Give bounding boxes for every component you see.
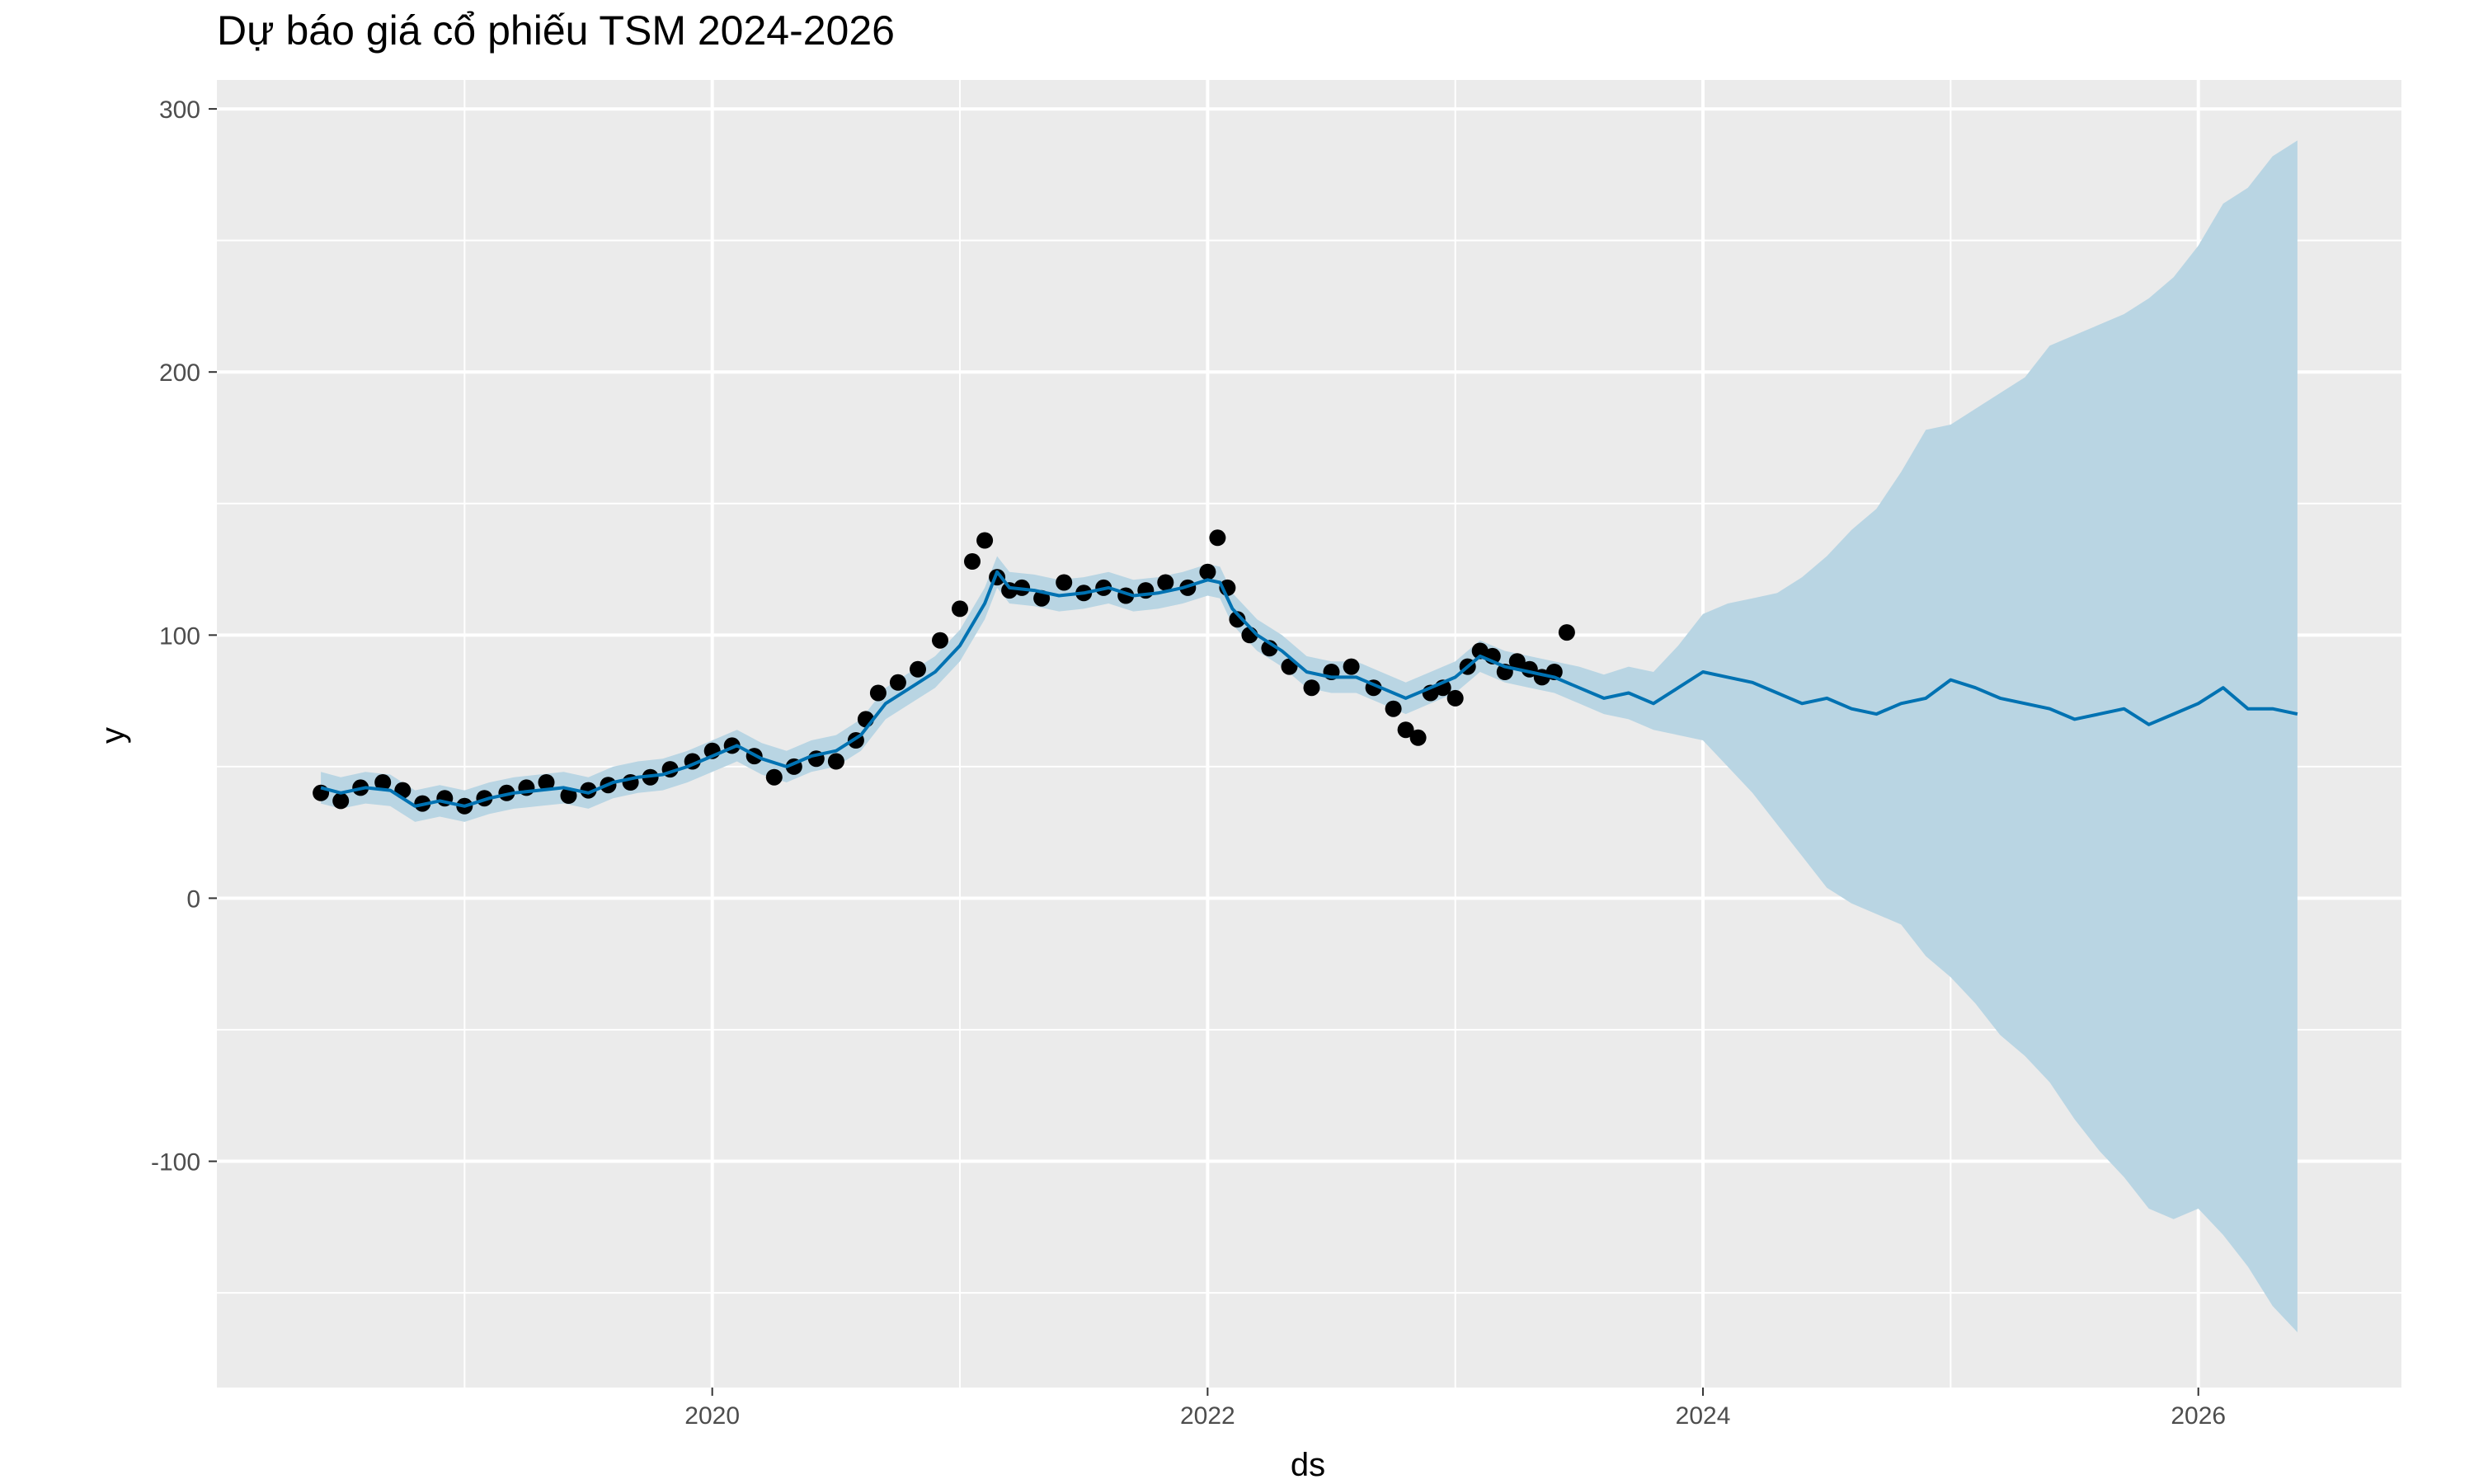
observed-point (374, 774, 392, 791)
observed-point (1409, 729, 1427, 746)
observed-point (869, 684, 887, 702)
observed-point (964, 553, 981, 570)
observed-point (313, 784, 330, 801)
observed-point (332, 792, 350, 810)
observed-point (1343, 658, 1360, 675)
observed-point (1508, 653, 1526, 670)
observed-point (976, 532, 994, 549)
x-tick-label: 2024 (1676, 1402, 1731, 1430)
observed-point (1446, 689, 1464, 707)
x-axis-label: ds (1291, 1447, 1325, 1483)
observed-point (538, 774, 555, 791)
y-tick-label: 300 (159, 96, 200, 124)
observed-point (1558, 624, 1575, 641)
y-tick-label: 100 (159, 622, 200, 650)
observed-point (827, 753, 844, 770)
observed-point (1385, 700, 1402, 717)
y-tick-label: 200 (159, 359, 200, 387)
observed-point (932, 632, 948, 649)
observed-point (1303, 679, 1320, 697)
observed-point (1157, 574, 1174, 591)
chart-title: Dự báo giá cổ phiếu TSM 2024-2026 (217, 7, 895, 54)
x-tick-label: 2020 (684, 1402, 740, 1430)
observed-point (1001, 582, 1018, 599)
observed-point (1397, 721, 1414, 739)
x-tick-label: 2022 (1180, 1402, 1235, 1430)
observed-point (952, 600, 968, 618)
observed-point (910, 660, 926, 678)
observed-point (1471, 642, 1489, 660)
y-tick-label: 0 (186, 885, 200, 913)
observed-point (765, 768, 783, 786)
uncertainty-band (321, 140, 2298, 1332)
observed-point (1209, 529, 1226, 547)
observed-point (889, 674, 906, 691)
observed-point (1229, 611, 1246, 628)
y-axis-label: y (95, 727, 131, 744)
forecast-line (320, 570, 2298, 808)
observed-point (1056, 574, 1073, 591)
observed-point (1199, 563, 1216, 580)
observed-point (560, 787, 577, 804)
y-tick-label: -100 (151, 1149, 200, 1176)
x-tick-label: 2026 (2171, 1402, 2226, 1430)
observed-point (580, 782, 597, 799)
